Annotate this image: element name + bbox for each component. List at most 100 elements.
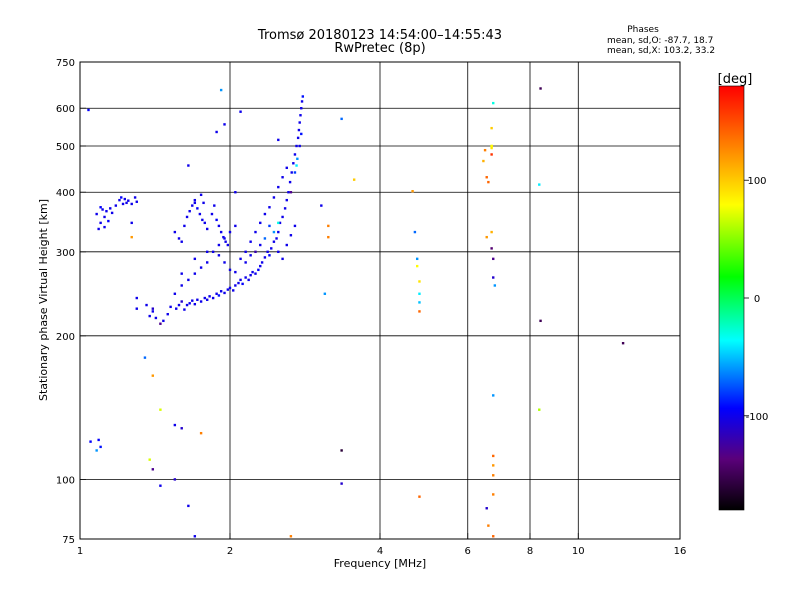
data-point (490, 153, 493, 156)
data-point (223, 237, 226, 240)
data-point (415, 264, 419, 268)
data-point (234, 270, 237, 274)
data-point (234, 224, 237, 228)
data-point (180, 284, 183, 287)
colorbar-ticks: 100 0 -100 (744, 176, 768, 423)
data-point (215, 218, 218, 222)
data-point (278, 221, 282, 225)
data-point (298, 144, 301, 148)
data-point (89, 440, 92, 443)
data-point (211, 250, 215, 254)
colorbar (719, 86, 744, 510)
data-point (196, 207, 199, 210)
data-point (283, 207, 287, 210)
data-point (263, 256, 267, 259)
data-point (293, 224, 297, 228)
data-point (185, 303, 189, 307)
data-point (293, 153, 297, 156)
data-point (199, 266, 203, 269)
data-point (538, 408, 541, 411)
data-point (285, 198, 288, 202)
x-axis-label: Frequency [MHz] (334, 557, 426, 570)
data-point (151, 468, 155, 471)
data-point (285, 243, 288, 247)
data-point (490, 247, 493, 250)
data-point (95, 449, 98, 452)
data-point (352, 178, 356, 181)
data-point (266, 250, 269, 254)
data-point (193, 198, 197, 202)
data-point (193, 302, 197, 306)
data-point (263, 212, 267, 216)
data-point (228, 230, 232, 234)
data-point (180, 240, 183, 243)
data-point (203, 221, 206, 225)
data-point (198, 212, 202, 216)
data-point (483, 148, 487, 152)
data-point (187, 504, 190, 508)
data-point (133, 196, 137, 199)
data-point (196, 298, 199, 301)
data-point (191, 299, 194, 302)
data-point (340, 117, 343, 121)
data-point (485, 176, 488, 179)
colorbar-label: [deg] (718, 72, 753, 87)
data-point (223, 261, 226, 264)
data-point (492, 394, 495, 397)
data-point (277, 230, 280, 234)
data-point (254, 272, 257, 275)
data-point (340, 449, 343, 452)
colorbar-tick-label: 100 (747, 176, 766, 187)
data-point (97, 227, 100, 231)
data-point (247, 278, 250, 282)
data-point (415, 257, 419, 261)
data-point (173, 423, 177, 427)
data-point (621, 341, 625, 345)
chart-subtitle: RwPretec (8p) (334, 41, 425, 56)
data-point (169, 305, 172, 309)
data-point (151, 374, 155, 377)
data-point (217, 243, 221, 247)
data-point (298, 121, 301, 124)
data-point (487, 524, 490, 527)
data-point (205, 298, 209, 301)
y-tick-label: 750 (56, 58, 75, 69)
data-point (493, 284, 497, 287)
data-point (208, 295, 211, 298)
colorbar-tick-label: -100 (746, 412, 769, 423)
data-point (492, 464, 495, 467)
data-point (103, 215, 106, 219)
data-point (188, 302, 191, 305)
data-point (201, 218, 204, 222)
data-point (268, 224, 271, 228)
phase-stats-x-mode: mean, sd,X: 103.2, 33.2 (607, 46, 715, 56)
phase-stats-o-mode: mean, sd,O: -87.7, 18.7 (607, 36, 713, 46)
data-point (418, 310, 421, 313)
data-point (120, 196, 123, 199)
data-point (148, 458, 151, 461)
data-point (228, 268, 232, 272)
data-point (249, 254, 252, 257)
data-point (272, 240, 276, 243)
data-point (205, 227, 209, 231)
data-point (492, 535, 495, 538)
data-point (191, 204, 194, 207)
data-point (219, 88, 223, 92)
data-point (159, 322, 162, 325)
data-point (222, 235, 225, 239)
data-point (289, 191, 293, 194)
data-point (211, 296, 215, 300)
data-point (226, 288, 230, 291)
data-point (130, 221, 133, 225)
data-point (237, 281, 240, 285)
data-point (323, 292, 327, 295)
data-point (272, 230, 276, 234)
data-point (299, 114, 302, 117)
data-point (292, 162, 295, 165)
data-point (320, 204, 323, 207)
data-point (485, 235, 488, 239)
data-point (217, 294, 221, 297)
data-point (193, 257, 197, 261)
data-point (215, 130, 218, 134)
